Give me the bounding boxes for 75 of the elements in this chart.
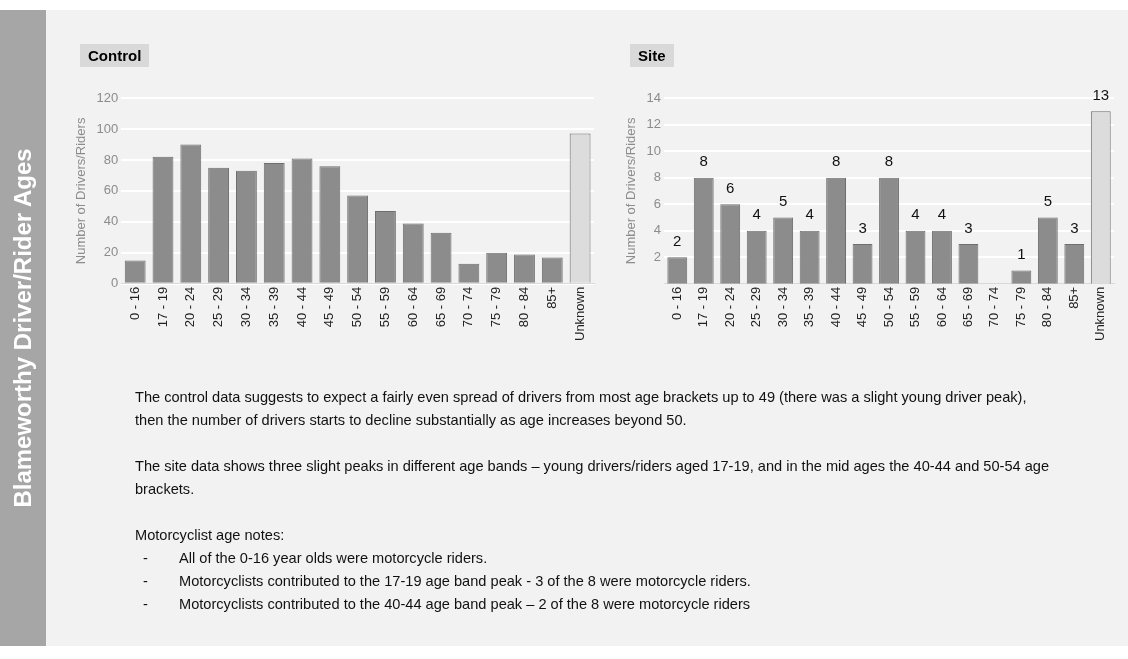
data-label: 4 — [911, 205, 920, 223]
data-label: 8 — [699, 152, 708, 170]
y-tick-label: 0 — [111, 275, 119, 291]
y-axis-title: Number of Drivers/Riders — [73, 117, 89, 265]
y-tick-label: 6 — [653, 195, 662, 211]
data-label: 1 — [1017, 245, 1026, 263]
x-tick-label: 55 - 59 — [907, 286, 923, 328]
text: The site data shows three slight peaks in different age bands – young drivers/riders aged 17-19, and in the mid ages the 40-44 and 50-54 age brackets. — [135, 457, 1050, 499]
x-tick-label: 30 - 34 — [238, 286, 253, 328]
y-tick-label: 100 — [96, 120, 119, 136]
x-tick-label: 50 - 54 — [880, 286, 896, 328]
x-tick-label: 40 - 44 — [827, 286, 843, 328]
y-tick-label: 14 — [646, 89, 662, 105]
data-label: 6 — [726, 178, 735, 196]
y-tick-label: 40 — [103, 213, 119, 229]
x-tick-label: 75 - 79 — [1012, 286, 1028, 328]
x-tick-label: 85+ — [543, 286, 559, 309]
y-tick-label: 12 — [646, 116, 662, 132]
x-tick-label: 35 - 39 — [801, 286, 817, 328]
x-tick-label: 85+ — [1065, 286, 1081, 309]
text: Motorcyclist age notes: — [135, 526, 286, 545]
x-tick-label: 17 - 19 — [154, 286, 170, 328]
y-tick-label: 4 — [653, 222, 662, 238]
text: - Motorcyclists contributed to the 40-44 age band peak – 2 of the 8 were motorcycle riders — [142, 595, 752, 614]
x-tick-label: 30 - 34 — [774, 286, 790, 328]
x-tick-label: 75 - 79 — [488, 286, 504, 328]
y-tick-label: 20 — [103, 244, 119, 260]
x-tick-label: 25 - 29 — [748, 286, 764, 328]
x-tick-label: Unknown — [1092, 286, 1108, 342]
chart-title: Control — [80, 44, 150, 67]
text: - All of the 0-16 year olds were motorcycle riders. — [142, 549, 489, 568]
text: The control data suggests to expect a fairly even spread of drivers from most age brackets up to 49 (there was a slight young driver peak), then the number of drivers starts to decline substantially as age increases beyond 50. — [135, 388, 1028, 430]
x-tick-label: 25 - 29 — [210, 286, 226, 328]
y-tick-label: 120 — [96, 89, 119, 105]
x-tick-label: 0 - 16 — [668, 286, 684, 321]
y-tick-label: 10 — [646, 142, 662, 158]
data-label: 5 — [1043, 192, 1052, 210]
y-tick-label: 80 — [103, 151, 119, 167]
x-tick-label: 0 - 16 — [126, 286, 142, 321]
x-tick-label: 80 - 84 — [1039, 286, 1055, 328]
data-label: 4 — [937, 205, 947, 223]
x-tick-label: 55 - 59 — [377, 286, 393, 328]
x-tick-label: 65 - 69 — [432, 286, 448, 328]
data-label: 13 — [1092, 85, 1110, 103]
x-tick-label: 20 - 24 — [182, 286, 198, 328]
data-label: 8 — [884, 152, 894, 170]
x-tick-label: 70 - 74 — [460, 286, 476, 328]
text: Blameworthy Driver/Rider Ages — [9, 148, 37, 508]
y-tick-label: 8 — [653, 169, 662, 185]
y-axis-title: Number of Drivers/Riders — [623, 117, 639, 265]
data-label: 4 — [805, 205, 814, 223]
text: - Motorcyclists contributed to the 17-19 age band peak - 3 of the 8 were motorcycle riders. — [142, 572, 752, 591]
data-label: 3 — [858, 218, 867, 236]
x-tick-label: 65 - 69 — [960, 286, 976, 328]
data-label: 3 — [964, 218, 973, 236]
x-tick-label: 35 - 39 — [265, 286, 281, 328]
x-tick-label: 50 - 54 — [349, 286, 365, 328]
x-tick-label: 40 - 44 — [293, 286, 309, 328]
y-tick-label: 2 — [653, 248, 662, 264]
y-tick-label: 60 — [103, 182, 119, 198]
x-tick-label: 70 - 74 — [986, 286, 1002, 328]
data-label: 2 — [673, 231, 682, 249]
x-tick-label: 60 - 64 — [933, 286, 949, 328]
chart-title: Site — [630, 44, 674, 67]
x-tick-label: Unknown — [571, 286, 587, 342]
data-label: 3 — [1070, 218, 1079, 236]
x-tick-label: 60 - 64 — [404, 286, 420, 328]
x-tick-label: 20 - 24 — [721, 286, 737, 328]
x-tick-label: 17 - 19 — [695, 286, 711, 328]
data-label: 5 — [778, 192, 788, 210]
x-tick-label: 80 - 84 — [516, 286, 532, 328]
x-tick-label: 45 - 49 — [321, 286, 337, 328]
data-label: 8 — [831, 152, 841, 170]
x-tick-label: 45 - 49 — [854, 286, 870, 328]
data-label: 4 — [752, 205, 761, 223]
